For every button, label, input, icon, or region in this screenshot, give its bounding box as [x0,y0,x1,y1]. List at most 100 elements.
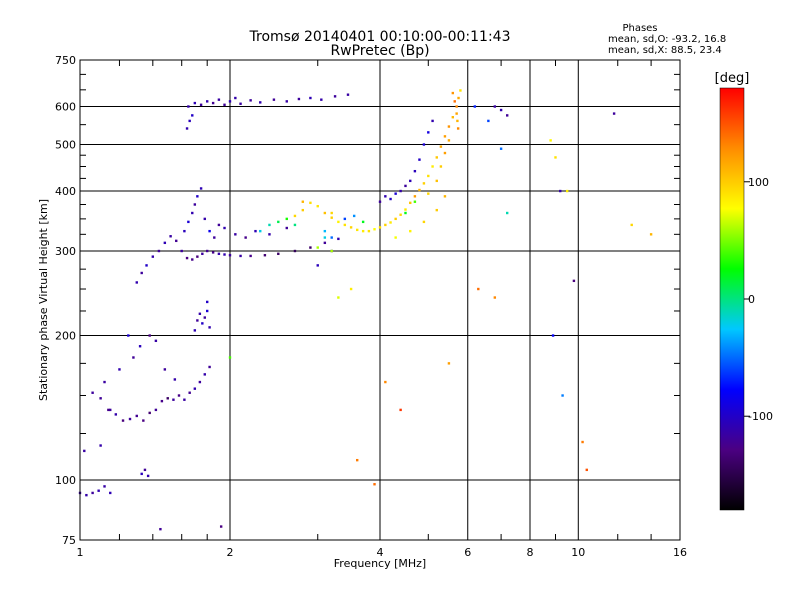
echo-point [234,233,237,236]
echo-point [191,114,194,117]
echo-point [378,226,382,229]
echo-point [394,217,397,221]
echo-point [337,220,340,224]
echo-point [409,179,412,183]
echo-point [135,281,138,284]
echo-point [404,208,407,211]
echo-point [263,254,267,257]
echo-point [285,226,288,230]
echo-point [330,216,333,219]
echo-point [323,229,327,233]
echo-point [309,201,312,205]
echo-point [201,322,204,325]
echo-point [630,223,633,227]
echo-point [422,220,426,224]
echo-point [355,228,359,232]
echo-point [505,211,509,215]
echo-point [399,189,402,193]
echo-point [309,246,312,249]
echo-point [166,397,169,400]
echo-point [205,100,209,103]
echo-point [196,195,199,198]
echo-point [109,408,112,412]
echo-point [163,368,167,371]
echo-point [493,296,497,299]
x-axis-ticks: 1 2 4 6 8 10 16 [77,60,687,559]
y-tick-label: 400 [55,185,76,198]
echo-point [193,387,197,390]
echo-point [145,264,148,267]
echo-point [427,192,430,195]
echo-point [453,100,456,103]
echo-point [208,229,211,233]
echo-point [330,249,333,253]
echo-point [427,174,430,178]
echo-point [413,195,417,198]
echo-point [293,249,297,253]
echo-point [459,89,462,92]
echo-point [217,223,221,227]
echo-point [199,187,203,190]
echo-point [185,256,189,260]
echo-point [201,252,204,256]
y-tick-label: 600 [55,101,76,114]
echo-point [185,127,189,130]
x-tick-label: 1 [77,546,84,559]
echo-point [268,233,271,236]
echo-point [301,200,305,203]
echo-point [154,339,158,343]
echo-point [128,417,132,421]
echo-point [581,440,584,444]
echo-point [505,114,509,117]
echo-point [223,226,226,230]
echo-point [103,485,106,488]
echo-point [572,279,576,283]
colorbar-tick-label: -100 [748,410,773,423]
echo-point [447,362,451,365]
echo-point [91,391,94,394]
echo-point [455,112,458,115]
echo-point [551,334,555,337]
echo-point [394,236,397,239]
echo-point [487,119,490,123]
echo-point [456,119,459,123]
echo-point [561,394,564,397]
echo-point [559,189,562,193]
echo-point [140,472,143,476]
echo-point [151,255,155,258]
y-tick-label: 500 [55,139,76,152]
echo-point [169,235,172,238]
echo-point [198,380,202,384]
echo-point [148,411,151,415]
echo-point [191,211,194,215]
echo-point [118,368,121,371]
echo-point [205,249,209,253]
echo-point [451,116,455,119]
echo-point [205,300,209,304]
echo-point [163,241,167,245]
echo-point [146,474,150,478]
echo-point [85,493,88,497]
y-tick-label: 75 [62,534,76,547]
echo-point [431,165,434,168]
echo-point [297,97,301,101]
echo-point [208,326,211,329]
y-axis-label: Stationary phase Virtual Height [km] [37,199,50,401]
echo-point [585,468,588,472]
echo-point [285,217,288,221]
echo-point [249,254,252,258]
echo-point [293,214,297,218]
echo-point [456,127,460,130]
echo-point [565,189,569,193]
echo-point [404,184,407,188]
echo-point [323,236,327,239]
echo-point [223,253,226,256]
echo-point [259,101,262,104]
echo-point [228,100,232,103]
echo-point [404,211,407,215]
echo-point [435,179,438,183]
echo-point [394,192,397,195]
echo-point [140,271,143,275]
echo-point [320,98,323,101]
echo-point [451,91,455,95]
